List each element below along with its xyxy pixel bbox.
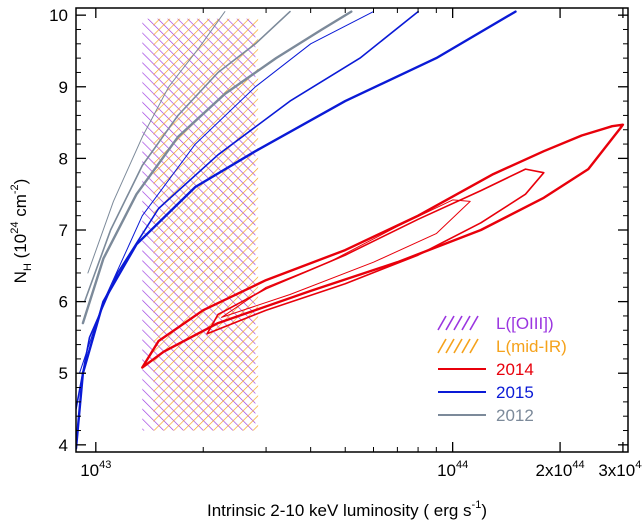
x-tick-label: 1044 (437, 459, 468, 480)
contour-2014-2 (206, 168, 545, 335)
legend-hatch-mark (461, 315, 471, 331)
legend-hatch-mark (437, 315, 447, 331)
series-layer (76, 10, 625, 450)
y-tick-label: 5 (59, 364, 68, 383)
legend-hatch-mark (453, 315, 463, 331)
legend-hatch-mark (461, 338, 471, 354)
legend-label: L([OIII]) (496, 314, 554, 333)
y-tick-label: 10 (49, 6, 68, 25)
y-axis-title-base: N (11, 271, 30, 283)
contour-2012-2 (83, 10, 291, 303)
legend-entry: L(mid-IR) (437, 337, 567, 356)
y-axis-title-paren: (10 (11, 234, 30, 263)
series-2012 (81, 10, 353, 325)
band-midir (153, 18, 259, 431)
contour-2014-1 (141, 123, 625, 369)
contour-2012-3 (87, 11, 226, 274)
y-tick-label: 9 (59, 78, 68, 97)
x-tick-label: 1043 (80, 459, 111, 480)
y-tick-label: 7 (59, 221, 68, 240)
series-2014 (141, 123, 625, 369)
contour-2015-1 (76, 10, 517, 450)
y-axis-title-sub: H (22, 263, 34, 271)
legend-hatch-mark (469, 338, 479, 354)
legend-hatch-mark (445, 315, 455, 331)
y-axis-title: NH (1024 cm-2) (9, 179, 34, 284)
y-axis-title-sup1: 24 (9, 222, 21, 234)
plot-area (76, 10, 625, 450)
legend-label: 2014 (496, 360, 534, 379)
y-axis-title-close: ) (11, 179, 30, 185)
y-tick-label: 4 (59, 436, 68, 455)
legend-entry: 2012 (438, 406, 534, 425)
legend: L([OIII]) L(mid-IR) 2014 2015 2012 (437, 314, 567, 425)
contour-2014-3 (221, 199, 471, 318)
legend-entry: L([OIII]) (437, 314, 554, 333)
x-axis-title-main: Intrinsic 2-10 keV luminosity ( erg s (207, 501, 472, 520)
y-axis-title-sup2: -2 (9, 184, 21, 194)
legend-label: 2015 (496, 383, 534, 402)
x-axis-title-end: ) (481, 501, 487, 520)
legend-hatch-mark (445, 338, 455, 354)
contour-2015-3 (79, 11, 374, 374)
legend-label: 2012 (496, 406, 534, 425)
x-axis-title-sup: -1 (472, 499, 482, 511)
y-axis-ticks: 4 5 6 7 8 9 10 (49, 6, 628, 455)
legend-entry: 2015 (438, 383, 534, 402)
y-axis-title-cm: cm (11, 194, 30, 221)
y-tick-label: 8 (59, 149, 68, 168)
legend-hatch-mark (469, 315, 479, 331)
legend-entry: 2014 (438, 360, 534, 379)
x-axis-title: Intrinsic 2-10 keV luminosity ( erg s-1) (207, 499, 487, 520)
legend-hatch-mark (453, 338, 463, 354)
bands-layer (142, 18, 259, 431)
series-2015 (76, 10, 517, 450)
legend-label: L(mid-IR) (496, 337, 567, 356)
legend-hatch-mark (437, 338, 447, 354)
x-tick-label: 2x1044 (536, 459, 585, 480)
y-tick-label: 6 (59, 293, 68, 312)
contour-2012-1 (81, 10, 353, 325)
contour-2015-2 (76, 10, 419, 410)
